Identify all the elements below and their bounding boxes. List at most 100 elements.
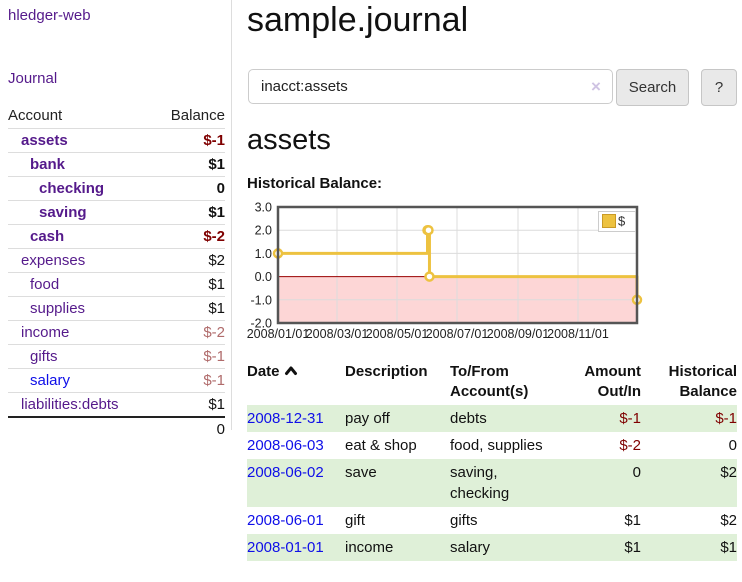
account-row: food $1 xyxy=(8,272,225,297)
register-row: 2008-06-02 save saving, checking 0 $2 xyxy=(247,459,737,507)
account-link-checking[interactable]: checking xyxy=(39,180,105,197)
svg-text:3.0: 3.0 xyxy=(255,201,272,215)
svg-text:2008/03/01: 2008/03/01 xyxy=(306,327,369,341)
account-link-salary[interactable]: salary xyxy=(30,372,71,389)
account-balance: 0 xyxy=(153,176,225,201)
account-row: income $-2 xyxy=(8,320,225,345)
register-header-row: Date Description To/From Account(s) Amoun… xyxy=(247,360,737,405)
col-amount: Amount Out/In xyxy=(584,363,641,400)
col-tofrom: To/From Account(s) xyxy=(450,363,529,400)
account-balance: $1 xyxy=(153,392,225,417)
app-title-link[interactable]: hledger-web xyxy=(8,7,91,24)
account-link-saving[interactable]: saving xyxy=(39,204,87,221)
transaction-description: pay off xyxy=(345,410,390,427)
sidebar-divider xyxy=(231,0,232,430)
svg-text:2008/01/01: 2008/01/01 xyxy=(247,327,310,341)
register-row: 2008-06-03 eat & shop food, supplies $-2… xyxy=(247,432,737,459)
transaction-amount: $1 xyxy=(624,512,641,529)
search-button[interactable]: Search xyxy=(616,69,689,106)
account-link-bank[interactable]: bank xyxy=(30,156,66,173)
account-link-food[interactable]: food xyxy=(30,276,60,293)
account-row: cash $-2 xyxy=(8,224,225,249)
svg-text:2008/09/01: 2008/09/01 xyxy=(487,327,550,341)
account-link-liabilities-debts[interactable]: liabilities:debts xyxy=(21,396,119,413)
transaction-amount: 0 xyxy=(632,464,641,481)
register-row: 2008-01-01 income salary $1 $1 xyxy=(247,534,737,561)
svg-text:-2.0: -2.0 xyxy=(250,317,272,331)
transaction-description: gift xyxy=(345,512,366,529)
transaction-date-link[interactable]: 2008-06-01 xyxy=(247,512,324,529)
account-link-expenses[interactable]: expenses xyxy=(21,252,86,269)
transaction-balance: $1 xyxy=(720,539,737,556)
svg-text:-1.0: -1.0 xyxy=(250,293,272,307)
search-input[interactable] xyxy=(248,69,613,104)
accounts-col-balance: Balance xyxy=(170,107,225,124)
section-heading: assets xyxy=(247,124,331,156)
transaction-accounts: debts xyxy=(450,410,487,427)
transaction-amount: $-2 xyxy=(619,437,641,454)
account-balance: $1 xyxy=(153,296,225,321)
account-balance: $-2 xyxy=(153,224,225,249)
svg-text:$: $ xyxy=(618,214,626,229)
svg-text:2008/07/01: 2008/07/01 xyxy=(426,327,489,341)
account-row: expenses $2 xyxy=(8,248,225,273)
accounts-col-account: Account xyxy=(8,107,63,124)
historical-balance-chart: 3.0 2.0 1.0 0.0 -1.0 -2.02008/01/012008/03/01… xyxy=(247,201,643,341)
register-row: 2008-12-31 pay off debts $-1 $-1 xyxy=(247,405,737,432)
transaction-amount: $-1 xyxy=(619,410,641,427)
svg-text:2.0: 2.0 xyxy=(255,224,272,238)
transaction-balance: $2 xyxy=(720,464,737,481)
account-balance: $1 xyxy=(153,272,225,297)
account-row: bank $1 xyxy=(8,152,225,177)
sort-ascending-icon xyxy=(284,366,297,375)
account-row: assets $-1 xyxy=(8,128,225,153)
account-link-cash[interactable]: cash xyxy=(30,228,65,245)
svg-text:1.0: 1.0 xyxy=(255,247,272,261)
col-balance: Historical Balance xyxy=(668,363,737,400)
account-row: salary $-1 xyxy=(8,368,225,393)
transaction-balance: 0 xyxy=(728,437,737,454)
col-date[interactable]: Date xyxy=(247,360,345,405)
account-balance: $-1 xyxy=(153,344,225,369)
accounts-table: Account Balance assets $-1 bank $1 check… xyxy=(8,104,225,441)
clear-search-icon[interactable]: × xyxy=(591,77,601,96)
transaction-description: income xyxy=(345,539,394,556)
transaction-date-link[interactable]: 2008-01-01 xyxy=(247,539,324,556)
col-description: Description xyxy=(345,363,428,380)
page-title: sample.journal xyxy=(247,1,469,39)
transaction-amount: $1 xyxy=(624,539,641,556)
account-balance: $1 xyxy=(153,200,225,225)
svg-text:0.0: 0.0 xyxy=(255,270,272,284)
account-link-gifts[interactable]: gifts xyxy=(30,348,58,365)
account-row: supplies $1 xyxy=(8,296,225,321)
account-link-assets[interactable]: assets xyxy=(21,132,68,149)
account-row: checking 0 xyxy=(8,176,225,201)
transaction-date-link[interactable]: 2008-12-31 xyxy=(247,410,324,427)
account-balance: $-2 xyxy=(153,320,225,345)
transaction-description: eat & shop xyxy=(345,437,417,454)
account-balance: $-1 xyxy=(153,368,225,393)
accounts-header-row: Account Balance xyxy=(8,104,225,129)
transaction-accounts: salary xyxy=(450,539,491,556)
transaction-accounts: gifts xyxy=(450,512,478,529)
svg-text:2008/11/01: 2008/11/01 xyxy=(547,327,609,341)
accounts-total-row: 0 xyxy=(8,416,225,441)
account-link-income[interactable]: income xyxy=(21,324,70,341)
account-balance: $2 xyxy=(153,248,225,273)
svg-text:2008/05/01: 2008/05/01 xyxy=(366,327,429,341)
register-row: 2008-06-01 gift gifts $1 $2 xyxy=(247,507,737,534)
register-table: Date Description To/From Account(s) Amoun… xyxy=(247,360,737,561)
transaction-balance: $2 xyxy=(720,512,737,529)
chart-title: Historical Balance: xyxy=(247,175,383,192)
transaction-accounts: saving, checking xyxy=(450,464,510,502)
transaction-accounts: food, supplies xyxy=(450,437,543,454)
account-link-supplies[interactable]: supplies xyxy=(30,300,86,317)
account-balance: $-1 xyxy=(153,128,225,153)
accounts-total: 0 xyxy=(153,416,225,441)
account-row: gifts $-1 xyxy=(8,344,225,369)
help-button[interactable]: ? xyxy=(701,69,737,106)
sidebar-item-journal[interactable]: Journal xyxy=(8,70,58,87)
transaction-date-link[interactable]: 2008-06-03 xyxy=(247,437,324,454)
transaction-date-link[interactable]: 2008-06-02 xyxy=(247,464,324,481)
account-balance: $1 xyxy=(153,152,225,177)
